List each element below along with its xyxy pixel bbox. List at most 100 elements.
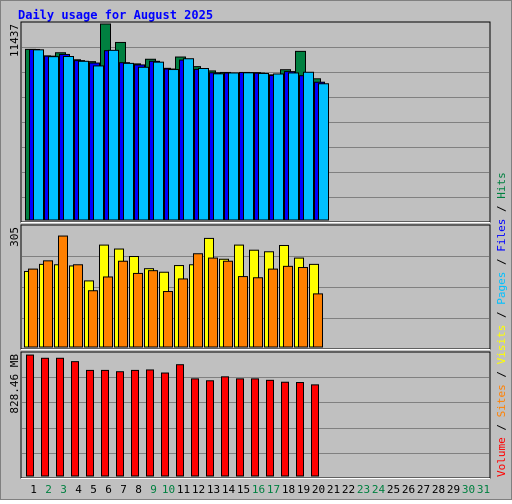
legend-item-files: Files [495, 219, 508, 252]
bar-volume-day-2 [41, 357, 49, 477]
legend-item-volume: Volume [495, 437, 508, 477]
bar-pages-day-8 [138, 66, 149, 221]
legend-separator: / [495, 199, 508, 219]
day-label-23: 23 [357, 483, 370, 496]
bar-sites-day-19 [298, 267, 308, 348]
bar-sites-day-11 [178, 278, 188, 348]
bar-volume-day-6 [101, 369, 109, 477]
day-label-3: 3 [60, 483, 67, 496]
bar-pages-day-2 [48, 56, 59, 221]
day-label-15: 15 [237, 483, 250, 496]
top-panel-max-label: 11437 [8, 24, 21, 57]
day-label-22: 22 [342, 483, 355, 496]
bar-pages-day-18 [288, 72, 299, 221]
bar-volume-day-9 [146, 369, 154, 477]
bar-volume-day-14 [221, 376, 229, 477]
legend-item-sites: Sites [495, 384, 508, 417]
bar-volume-day-19 [296, 382, 304, 477]
day-label-31: 31 [477, 483, 490, 496]
bar-sites-day-17 [268, 268, 278, 348]
bar-sites-day-3 [58, 235, 68, 348]
bar-sites-day-4 [73, 264, 83, 348]
day-label-27: 27 [417, 483, 430, 496]
bar-sites-day-9 [148, 270, 158, 348]
bar-pages-day-1 [33, 49, 44, 221]
bar-volume-day-20 [311, 384, 319, 477]
day-label-10: 10 [162, 483, 175, 496]
bar-sites-day-1 [28, 268, 38, 348]
day-label-24: 24 [372, 483, 386, 496]
day-label-11: 11 [177, 483, 190, 496]
day-label-28: 28 [432, 483, 445, 496]
bar-pages-day-10 [168, 69, 179, 221]
legend-separator: / [495, 305, 508, 325]
day-label-2: 2 [45, 483, 52, 496]
bar-volume-day-15 [236, 378, 244, 477]
day-label-9: 9 [150, 483, 157, 496]
legend-item-visits: Visits [495, 325, 508, 365]
bar-sites-day-2 [43, 260, 53, 348]
bar-pages-day-13 [213, 73, 224, 221]
bar-pages-day-16 [258, 72, 269, 221]
bar-volume-day-13 [206, 380, 214, 477]
bar-volume-day-5 [86, 369, 94, 477]
legend-separator: / [495, 252, 508, 272]
bar-volume-day-11 [176, 364, 184, 477]
day-label-7: 7 [120, 483, 127, 496]
day-label-8: 8 [135, 483, 142, 496]
bar-pages-day-11 [183, 58, 194, 221]
bar-sites-day-10 [163, 291, 173, 348]
bar-pages-day-19 [303, 71, 314, 221]
bar-pages-day-17 [273, 73, 284, 221]
day-label-1: 1 [30, 483, 37, 496]
bar-sites-day-20 [313, 293, 323, 348]
day-label-20: 20 [312, 483, 325, 496]
bar-sites-day-7 [118, 260, 128, 348]
bar-pages-day-14 [228, 72, 239, 221]
bar-pages-day-5 [93, 65, 104, 221]
bar-pages-day-7 [123, 62, 134, 221]
bar-pages-day-6 [108, 49, 119, 221]
day-label-13: 13 [207, 483, 220, 496]
day-label-12: 12 [192, 483, 205, 496]
bar-volume-day-8 [131, 369, 139, 477]
day-label-21: 21 [327, 483, 340, 496]
bar-sites-day-5 [88, 290, 98, 348]
legend-separator: / [495, 364, 508, 384]
day-label-6: 6 [105, 483, 112, 496]
day-label-19: 19 [297, 483, 310, 496]
day-label-4: 4 [75, 483, 82, 496]
bar-pages-day-20 [318, 83, 329, 221]
bar-volume-day-17 [266, 379, 274, 477]
bar-volume-day-18 [281, 381, 289, 477]
bar-sites-day-6 [103, 276, 113, 348]
chart-title: Daily usage for August 2025 [18, 8, 213, 22]
bar-sites-day-8 [133, 272, 143, 348]
bar-volume-day-10 [161, 372, 169, 477]
bottom-panel-max-label: 828.46 MB [8, 354, 21, 414]
day-label-29: 29 [447, 483, 460, 496]
legend-item-pages: Pages [495, 272, 508, 305]
legend-item-hits: Hits [495, 172, 508, 199]
day-label-17: 17 [267, 483, 280, 496]
bar-pages-day-3 [63, 56, 74, 221]
bar-pages-day-4 [78, 60, 89, 221]
bar-sites-day-14 [223, 260, 233, 348]
day-label-14: 14 [222, 483, 236, 496]
bar-sites-day-12 [193, 253, 203, 348]
bar-pages-day-12 [198, 68, 209, 221]
bar-volume-day-1 [26, 354, 34, 477]
legend-separator: / [495, 417, 508, 437]
bar-volume-day-12 [191, 378, 199, 477]
day-label-30: 30 [462, 483, 475, 496]
day-label-25: 25 [387, 483, 400, 496]
bar-volume-day-4 [71, 361, 79, 477]
bar-volume-day-3 [56, 357, 64, 477]
legend: Volume / Sites / Visits / Pages / Files … [495, 172, 508, 477]
bar-sites-day-18 [283, 265, 293, 348]
day-label-18: 18 [282, 483, 295, 496]
bar-pages-day-15 [243, 72, 254, 221]
middle-panel-max-label: 305 [8, 227, 21, 247]
